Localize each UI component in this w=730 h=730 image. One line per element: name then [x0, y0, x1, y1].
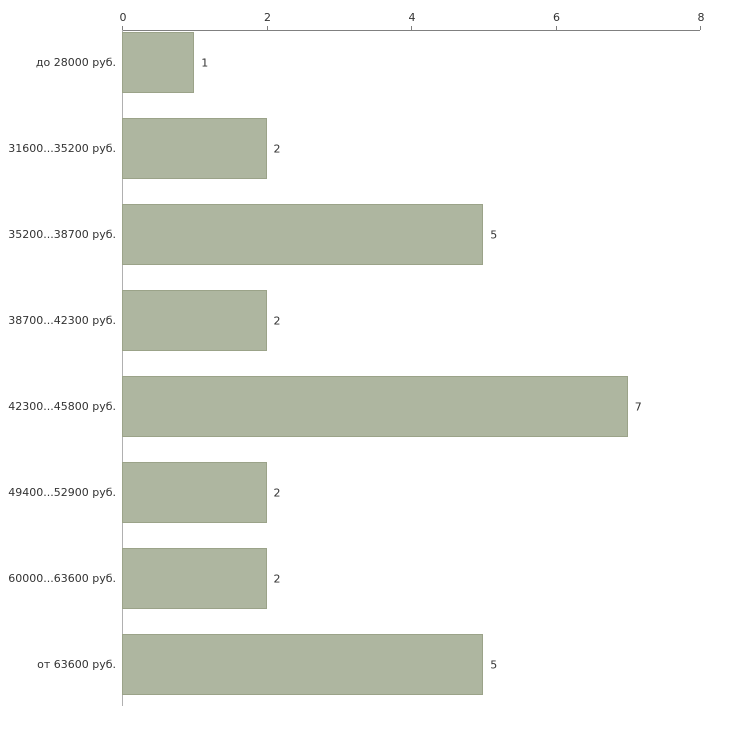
bar-rows: до 28000 руб. 1 31600...35200 руб. 2 352…: [0, 31, 730, 695]
bar-value-label: 5: [490, 658, 498, 671]
bar-track: 2: [122, 548, 700, 609]
bar: [122, 376, 628, 437]
bar-value-label: 2: [273, 142, 281, 155]
x-axis: 0 2 4 6 8: [119, 0, 705, 31]
bar-row: 60000...63600 руб. 2: [0, 548, 730, 609]
tick-label: 4: [408, 11, 416, 24]
bar-track: 7: [122, 376, 700, 437]
tick-mark: [266, 26, 268, 30]
category-label: 60000...63600 руб.: [8, 572, 116, 585]
category-label: до 28000 руб.: [35, 56, 116, 69]
bar-row: до 28000 руб. 1: [0, 32, 730, 93]
bar-value-label: 2: [273, 314, 281, 327]
tick-label: 2: [264, 11, 272, 24]
category-label: 38700...42300 руб.: [8, 314, 116, 327]
bar-track: 5: [122, 634, 700, 695]
tick-label: 8: [697, 11, 705, 24]
tick-label: 6: [553, 11, 561, 24]
bar-track: 1: [122, 32, 700, 93]
tick-label: 0: [119, 11, 127, 24]
bar-row: от 63600 руб. 5: [0, 634, 730, 695]
category-label: 42300...45800 руб.: [8, 400, 116, 413]
tick-mark: [411, 26, 412, 30]
bar-row: 35200...38700 руб. 5: [0, 204, 730, 265]
tick-mark: [122, 26, 123, 30]
bar-row: 42300...45800 руб. 7: [0, 376, 730, 437]
bar-row: 49400...52900 руб. 2: [0, 462, 730, 523]
bar: [122, 32, 195, 93]
bar: [122, 634, 484, 695]
category-label: от 63600 руб.: [37, 658, 116, 671]
bar: [122, 290, 267, 351]
bar: [122, 118, 267, 179]
bar: [122, 548, 267, 609]
bar-track: 2: [122, 462, 700, 523]
tick-mark: [555, 26, 557, 30]
bar-row: 38700...42300 руб. 2: [0, 290, 730, 351]
category-label: 49400...52900 руб.: [8, 486, 116, 499]
bar-value-label: 2: [273, 572, 281, 585]
category-label: 31600...35200 руб.: [8, 142, 116, 155]
bar-value-label: 7: [634, 400, 642, 413]
bar-value-label: 5: [490, 228, 498, 241]
bar-track: 2: [122, 118, 700, 179]
tick-mark: [700, 26, 701, 30]
bar-value-label: 1: [201, 56, 209, 69]
bar: [122, 462, 267, 523]
bar-value-label: 2: [273, 486, 281, 499]
y-axis-line: [122, 30, 123, 706]
category-label: 35200...38700 руб.: [8, 228, 116, 241]
bar-track: 5: [122, 204, 700, 265]
bar-row: 31600...35200 руб. 2: [0, 118, 730, 179]
bar: [122, 204, 484, 265]
bar-track: 2: [122, 290, 700, 351]
